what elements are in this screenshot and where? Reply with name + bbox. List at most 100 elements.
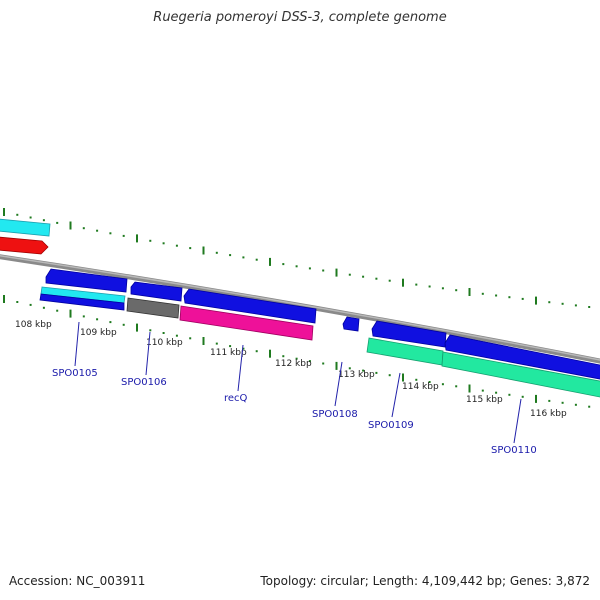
map-title: Ruegeria pomeroyi DSS-3, complete genome — [153, 10, 447, 25]
minor-tick — [16, 213, 19, 216]
gene-label-leader — [334, 361, 343, 407]
gene-recq-blue — [183, 288, 317, 324]
minor-tick — [388, 279, 391, 282]
minor-tick — [375, 277, 378, 280]
major-tick — [136, 323, 138, 332]
gene-red-upper-left — [0, 236, 49, 255]
gene-spo0108-blue — [342, 316, 360, 332]
gene-label-leader — [391, 372, 401, 418]
minor-tick — [162, 332, 165, 334]
scale-label: 113 kbp — [338, 370, 375, 380]
gene-spo0106-gray — [126, 297, 180, 319]
minor-tick — [455, 385, 458, 388]
minor-tick — [215, 342, 218, 345]
genome-backbone-highlight — [0, 254, 600, 361]
minor-tick — [255, 350, 258, 353]
minor-tick — [16, 301, 19, 303]
minor-tick — [56, 221, 59, 224]
minor-tick — [42, 219, 45, 222]
scale-label: 108 kbp — [15, 320, 52, 330]
minor-tick — [388, 374, 391, 377]
major-tick — [535, 296, 537, 305]
major-tick — [202, 246, 205, 255]
gene-spo0110-blue — [444, 334, 600, 380]
gene-spo0105-blue — [45, 268, 128, 293]
minor-tick — [175, 334, 178, 337]
minor-tick — [242, 347, 245, 350]
minor-tick — [109, 232, 112, 235]
major-tick — [535, 394, 537, 403]
major-tick — [269, 349, 271, 358]
minor-tick — [96, 229, 99, 232]
major-tick — [402, 278, 404, 287]
minor-tick — [322, 269, 325, 272]
major-tick — [335, 361, 338, 370]
gene-cyan-upper-left — [0, 218, 51, 237]
minor-tick — [428, 381, 431, 383]
minor-tick — [521, 297, 524, 300]
minor-tick — [548, 301, 551, 304]
scale-label: 115 kbp — [466, 395, 503, 405]
minor-tick — [255, 258, 258, 261]
minor-tick — [29, 303, 32, 306]
scale-label: 110 kbp — [146, 338, 183, 348]
minor-tick — [481, 389, 484, 392]
minor-tick — [574, 403, 577, 406]
scale-label: 112 kbp — [275, 359, 312, 369]
minor-tick — [109, 321, 112, 324]
minor-tick — [229, 345, 232, 348]
scale-label: 116 kbp — [530, 409, 567, 419]
minor-tick — [574, 304, 577, 307]
gene-label-spo0108: SPO0108 — [312, 409, 358, 420]
minor-tick — [82, 315, 85, 318]
major-tick — [3, 208, 5, 216]
minor-tick — [295, 357, 298, 360]
gene-spo0110-green — [441, 351, 600, 398]
minor-tick — [308, 267, 311, 270]
minor-tick — [282, 355, 285, 358]
genome-backbone — [0, 254, 600, 364]
major-tick — [3, 295, 5, 303]
minor-tick — [415, 378, 418, 381]
upper-tick-track — [3, 208, 591, 308]
scale-label: 111 kbp — [210, 348, 247, 358]
minor-tick — [348, 273, 351, 276]
minor-tick — [495, 391, 498, 394]
gene-label-leader — [145, 331, 151, 376]
gene-label-leader — [237, 344, 244, 392]
minor-tick — [441, 383, 444, 386]
minor-tick — [215, 251, 218, 254]
major-tick — [136, 234, 138, 243]
lower-tick-track — [3, 295, 591, 408]
minor-tick — [82, 227, 85, 230]
minor-tick — [229, 254, 232, 257]
minor-tick — [189, 247, 192, 250]
minor-tick — [495, 294, 498, 297]
minor-tick — [588, 306, 591, 308]
scale-label: 109 kbp — [80, 328, 117, 338]
minor-tick — [362, 369, 365, 372]
major-tick — [335, 268, 338, 277]
minor-tick — [428, 285, 431, 288]
gene-label-spo0105: SPO0105 — [52, 368, 98, 379]
genome-summary-text: Topology: circular; Length: 4,109,442 bp… — [260, 574, 590, 588]
minor-tick — [588, 405, 591, 408]
major-tick — [69, 309, 72, 318]
gene-label-leader — [74, 321, 80, 367]
accession-text: Accession: NC_003911 — [9, 574, 146, 588]
minor-tick — [508, 296, 511, 299]
major-tick — [69, 221, 72, 230]
minor-tick — [308, 360, 311, 363]
minor-tick — [375, 371, 378, 374]
gene-label-leader — [513, 398, 522, 444]
minor-tick — [96, 318, 99, 321]
minor-tick — [242, 256, 245, 259]
major-tick — [468, 384, 471, 393]
minor-tick — [481, 292, 484, 295]
minor-tick — [162, 242, 165, 245]
minor-tick — [175, 244, 178, 247]
major-tick — [269, 257, 271, 266]
gene-spo0109-blue — [371, 320, 447, 348]
minor-tick — [295, 265, 298, 268]
major-tick — [202, 337, 205, 345]
